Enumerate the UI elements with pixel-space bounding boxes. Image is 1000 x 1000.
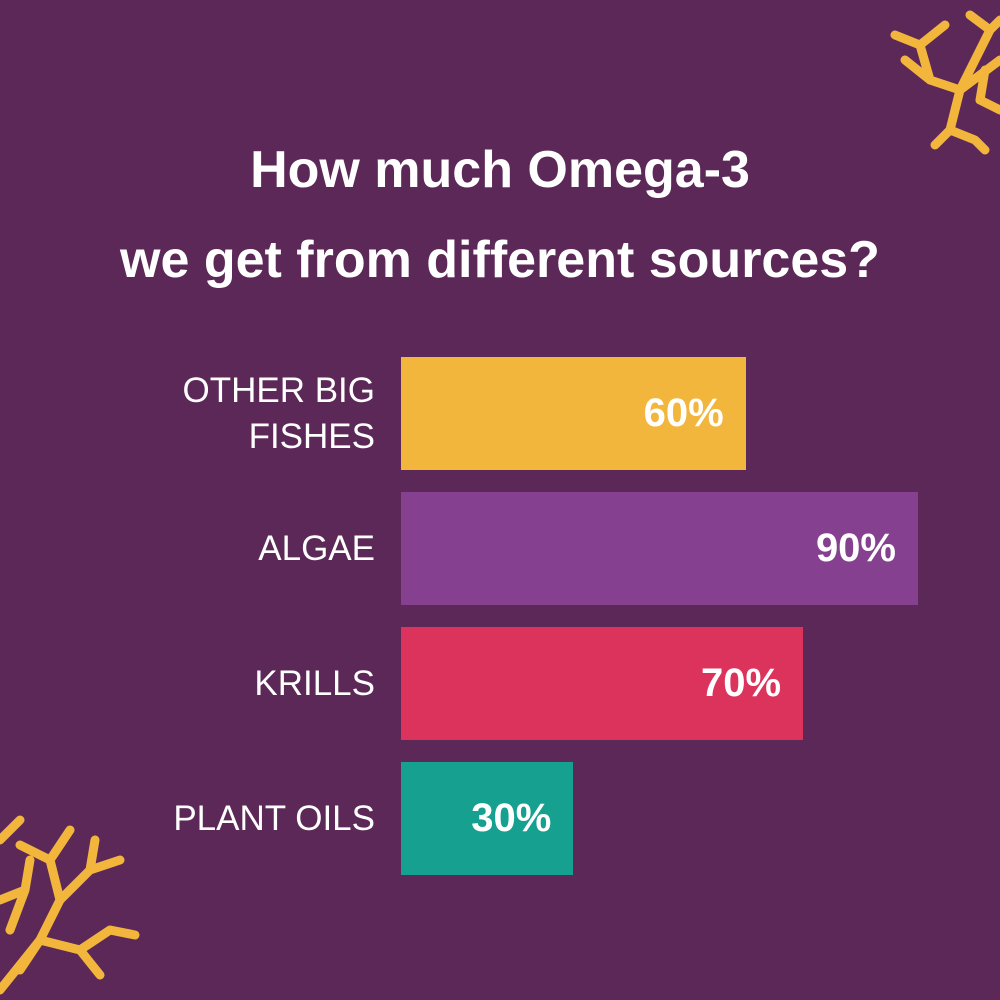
- bar: 60%: [401, 357, 746, 470]
- chart-title: How much Omega-3: [250, 141, 750, 199]
- value-label: 90%: [815, 526, 896, 570]
- chart-title: we get from different sources?: [120, 231, 880, 289]
- category-label: OTHER BIG FISHES: [182, 370, 375, 456]
- value-label: 30%: [471, 796, 552, 840]
- category-label: PLANT OILS: [173, 798, 375, 838]
- value-label: 60%: [643, 391, 724, 435]
- value-label: 70%: [701, 661, 782, 705]
- category-label: KRILLS: [254, 663, 375, 703]
- category-label: ALGAE: [258, 528, 375, 568]
- bar: 90%: [401, 492, 918, 605]
- bar: 30%: [401, 762, 574, 875]
- bar: 70%: [401, 627, 804, 740]
